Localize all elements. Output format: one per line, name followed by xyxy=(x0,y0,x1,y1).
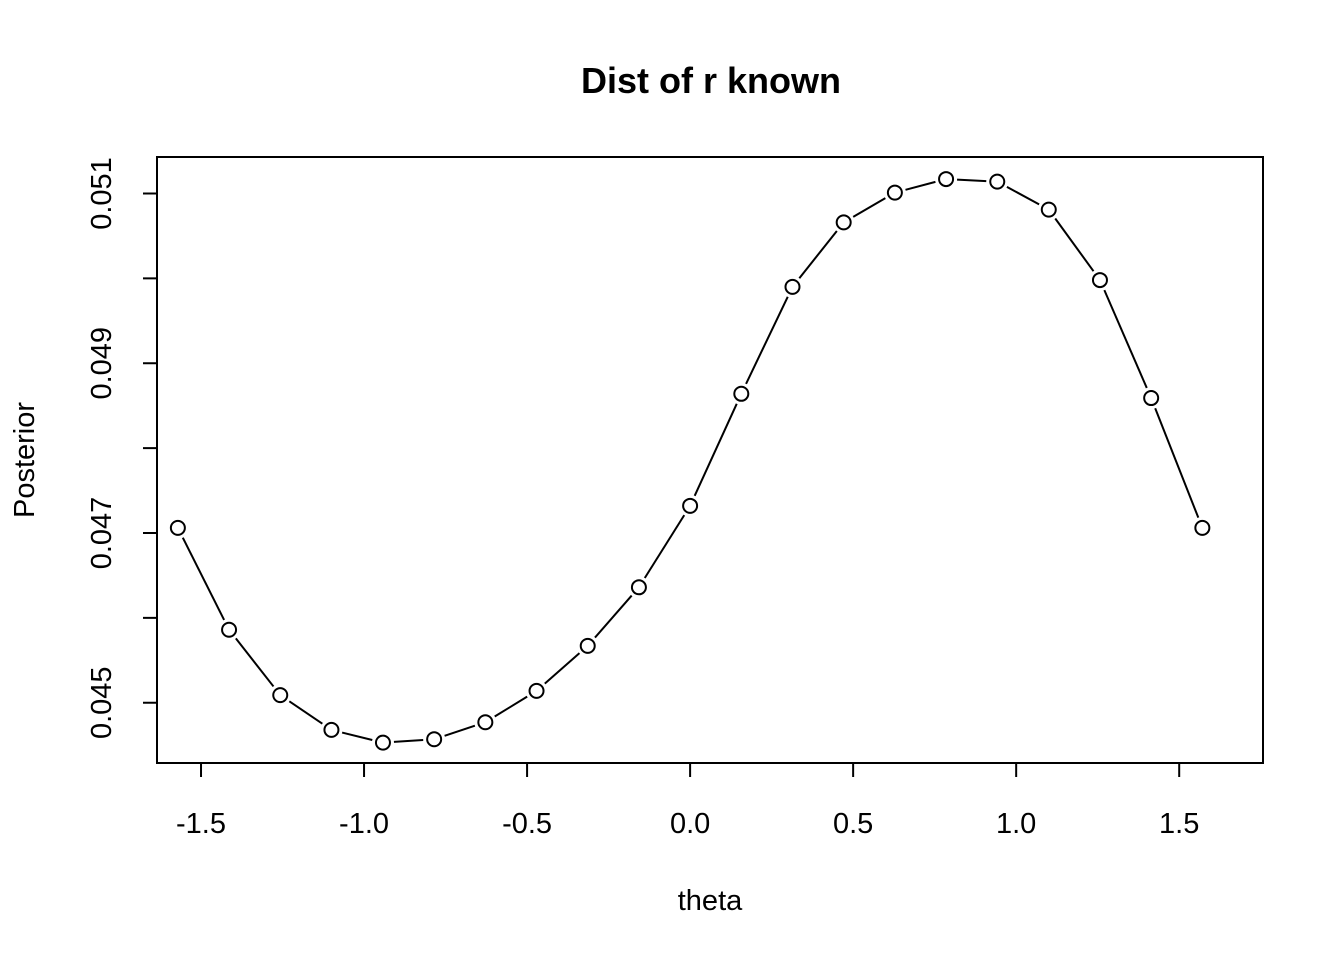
series-line xyxy=(181,178,1200,743)
line-segment xyxy=(341,731,373,741)
data-point xyxy=(733,385,750,402)
data-point xyxy=(579,637,596,654)
line-segment xyxy=(745,296,789,385)
line-segment xyxy=(1006,185,1040,206)
x-axis: -1.5 -1.0 -0.5 0.0 0.5 1.0 1.5 xyxy=(176,762,1199,840)
data-point xyxy=(374,734,391,751)
y-axis: 0.045 0.047 0.049 0.051 xyxy=(86,157,158,739)
data-point xyxy=(1194,519,1211,536)
x-tick-label: 1.0 xyxy=(996,808,1036,840)
line-segment xyxy=(235,637,275,688)
data-point xyxy=(221,621,238,638)
y-axis-label: Posterior xyxy=(9,402,41,518)
line-segment xyxy=(798,230,838,279)
x-tick-label: 0.0 xyxy=(670,808,710,840)
series-points xyxy=(169,171,1211,751)
data-point xyxy=(784,278,801,295)
data-point xyxy=(835,214,852,231)
line-segment xyxy=(905,180,936,191)
line-segment xyxy=(181,537,226,621)
line-segment xyxy=(1103,289,1148,389)
x-tick-label: -1.0 xyxy=(339,808,389,840)
x-axis-label: theta xyxy=(678,885,743,917)
y-tick-label: 0.047 xyxy=(86,497,118,570)
data-point xyxy=(477,714,494,731)
line-segment xyxy=(288,700,323,725)
data-point xyxy=(323,721,340,738)
data-point xyxy=(886,184,903,201)
line-segment xyxy=(1054,217,1095,272)
line-segment xyxy=(643,514,686,579)
line-segment xyxy=(957,178,987,183)
line-segment xyxy=(494,695,528,718)
line-segment xyxy=(444,724,476,737)
data-point xyxy=(1091,272,1108,289)
data-point xyxy=(938,171,955,188)
line-segment xyxy=(594,594,633,639)
chart-title: Dist of r known xyxy=(581,60,841,101)
data-point xyxy=(682,497,699,514)
data-point xyxy=(1143,390,1160,407)
y-tick-label: 0.045 xyxy=(86,666,118,739)
line-segment xyxy=(1154,407,1200,519)
data-point xyxy=(1040,201,1057,218)
line-segment xyxy=(393,738,424,743)
data-point xyxy=(989,173,1006,190)
line-segment xyxy=(693,403,738,497)
data-point xyxy=(426,731,443,748)
data-point xyxy=(272,687,289,704)
y-tick-label: 0.051 xyxy=(86,157,118,230)
data-point xyxy=(169,519,186,536)
line-segment xyxy=(544,652,581,685)
y-tick-label: 0.049 xyxy=(86,327,118,400)
x-tick-label: -0.5 xyxy=(502,808,552,840)
x-tick-label: -1.5 xyxy=(176,808,226,840)
x-tick-label: 1.5 xyxy=(1159,808,1199,840)
x-tick-label: 0.5 xyxy=(833,808,873,840)
data-point xyxy=(630,579,647,596)
data-point xyxy=(528,682,545,699)
line-segment xyxy=(852,197,886,218)
